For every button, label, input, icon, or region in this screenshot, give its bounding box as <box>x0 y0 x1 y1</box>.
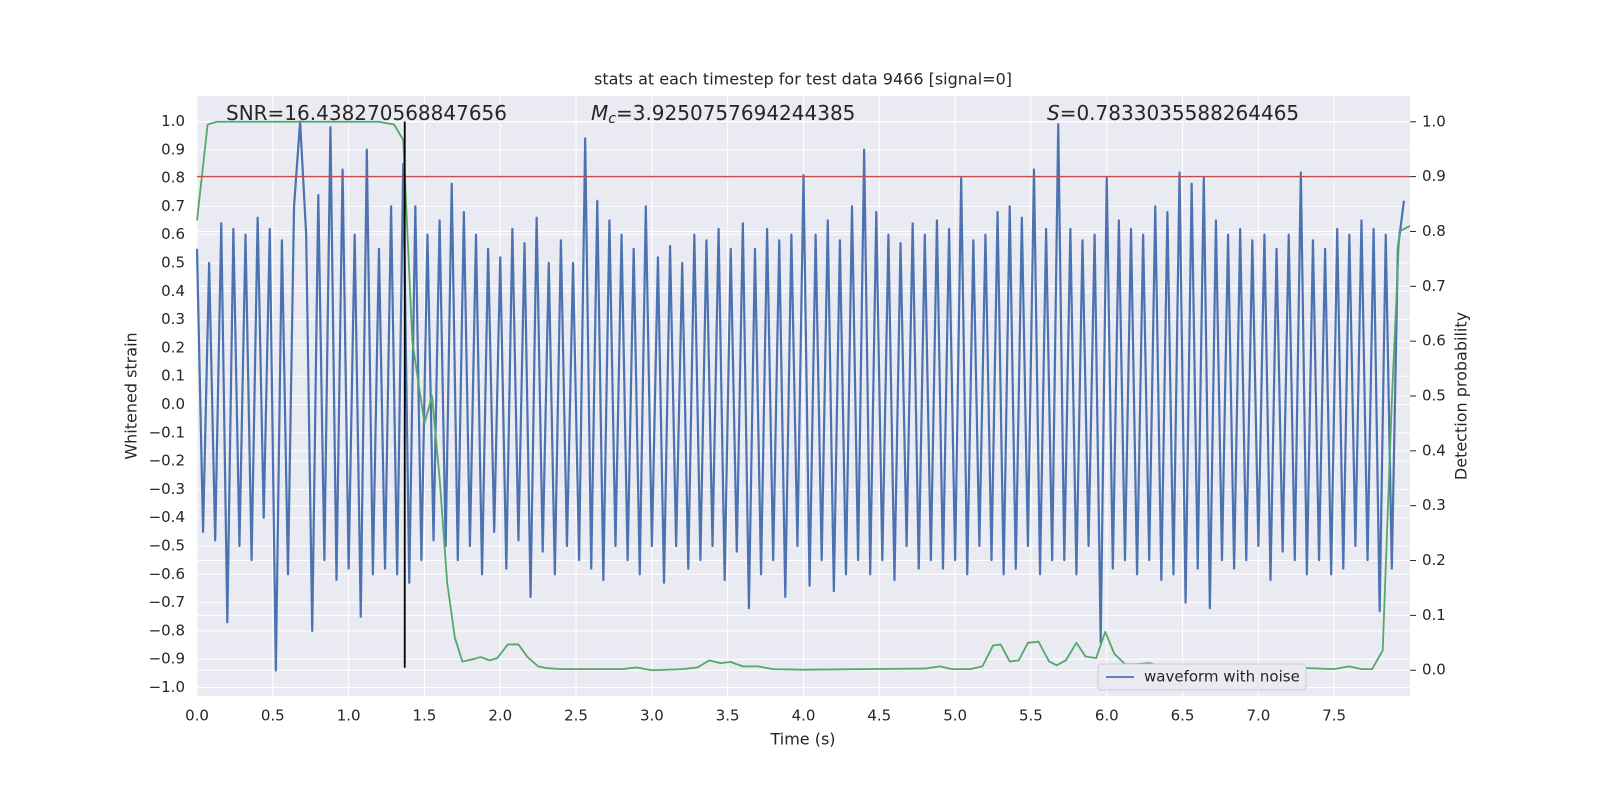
x-tick-label: 4.5 <box>867 707 891 725</box>
y-tick-label: −0.2 <box>149 452 185 470</box>
y-tick-label: 0.5 <box>161 253 185 271</box>
chart-title: stats at each timestep for test data 946… <box>594 70 1012 89</box>
x-tick-label: 3.0 <box>640 707 664 725</box>
annotation-part: c <box>608 111 616 127</box>
annotation: SNR=16.438270568847656 <box>226 101 507 125</box>
annotation-part: M <box>591 101 608 125</box>
y-tick-label: −0.9 <box>149 650 185 668</box>
x-tick-label: 7.5 <box>1322 707 1346 725</box>
y-tick-label: 0.7 <box>161 197 185 215</box>
y2-tick-label: 0.8 <box>1422 222 1446 240</box>
y-tick-label: −0.7 <box>149 593 185 611</box>
x-tick-label: 5.0 <box>943 707 967 725</box>
y2-tick-label: 0.1 <box>1422 606 1446 624</box>
y2-tick-label: 1.0 <box>1422 112 1446 130</box>
legend: waveform with noise <box>1097 663 1307 691</box>
x-axis-label: Time (s) <box>769 730 835 749</box>
x-tick-label: 2.0 <box>488 707 512 725</box>
x-tick-label: 7.0 <box>1246 707 1270 725</box>
x-tick-label: 4.0 <box>792 707 816 725</box>
x-tick-label: 1.0 <box>337 707 361 725</box>
y-tick-label: −0.4 <box>149 508 185 526</box>
y-tick-label: 1.0 <box>161 112 185 130</box>
annotation-part: SNR=16.438270568847656 <box>226 101 507 125</box>
y-tick-label: 0.8 <box>161 169 185 187</box>
y-tick-label: −0.1 <box>149 423 185 441</box>
legend-label: waveform with noise <box>1144 668 1300 686</box>
y-tick-label: −0.6 <box>149 565 185 583</box>
annotation-part: =3.9250757694244385 <box>616 101 855 125</box>
y-tick-label: 0.9 <box>161 140 185 158</box>
x-tick-label: 6.0 <box>1095 707 1119 725</box>
x-tick-label: 5.5 <box>1019 707 1043 725</box>
legend-box <box>1097 663 1307 691</box>
y2-tick-label: 0.2 <box>1422 551 1446 569</box>
y2-axis-label: Detection probability <box>1452 312 1471 480</box>
annotation-part: S <box>1047 101 1060 125</box>
y-tick-label: −0.8 <box>149 621 185 639</box>
y2-tick-label: 0.7 <box>1422 277 1446 295</box>
y2-tick-label: 0.3 <box>1422 496 1446 514</box>
y-tick-label: 0.3 <box>161 310 185 328</box>
y2-tick-label: 0.5 <box>1422 387 1446 405</box>
y-tick-label: −0.3 <box>149 480 185 498</box>
y-tick-label: −0.5 <box>149 537 185 555</box>
x-tick-label: 0.5 <box>261 707 285 725</box>
y2-tick-label: 0.9 <box>1422 167 1446 185</box>
y-tick-label: 0.4 <box>161 282 185 300</box>
y-tick-label: 0.6 <box>161 225 185 243</box>
annotation: Mc=3.9250757694244385 <box>591 101 855 128</box>
y-tick-label: 0.1 <box>161 367 185 385</box>
y2-tick-label: 0.6 <box>1422 332 1446 350</box>
x-tick-label: 0.0 <box>185 707 209 725</box>
x-tick-label: 2.5 <box>564 707 588 725</box>
x-tick-label: 6.5 <box>1171 707 1195 725</box>
x-tick-label: 3.5 <box>716 707 740 725</box>
y-tick-label: 0.2 <box>161 338 185 356</box>
y-tick-label: 0.0 <box>161 395 185 413</box>
annotation-part: =0.7833035588264465 <box>1060 101 1299 125</box>
y-tick-label: −1.0 <box>149 678 185 696</box>
y-axis-label: Whitened strain <box>122 332 141 459</box>
y2-tick-label: 0.4 <box>1422 441 1446 459</box>
y2-tick-label: 0.0 <box>1422 661 1446 679</box>
annotation: S=0.7833035588264465 <box>1047 101 1299 125</box>
x-tick-label: 1.5 <box>413 707 437 725</box>
series-line <box>195 120 1406 672</box>
